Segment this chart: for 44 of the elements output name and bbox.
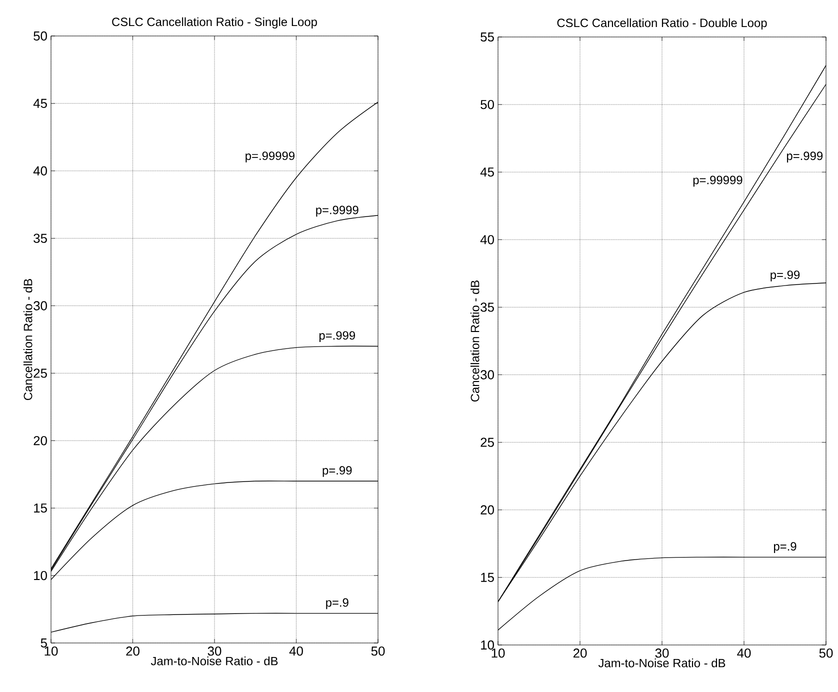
- y-tick-label: 35: [480, 302, 494, 312]
- y-tick-label: 50: [34, 31, 47, 41]
- y-tick-label: 40: [33, 166, 47, 176]
- series-label: p=.9: [326, 598, 348, 610]
- series-label: p=.999: [319, 331, 356, 342]
- y-tick-label: 15: [481, 572, 494, 582]
- y-axis-title: Cancellation Ratio - dB: [23, 279, 32, 400]
- x-tick-label: 50: [371, 646, 385, 656]
- y-tick-label: 55: [480, 32, 494, 42]
- y-tick-label: 50: [480, 100, 494, 110]
- chart-title: CSLC Cancellation Ratio - Double Loop: [557, 18, 767, 30]
- series-label: p=.999: [786, 152, 823, 162]
- x-tick-label: 10: [44, 646, 58, 656]
- x-axis-title: Jam-to-Noise Ratio - dB: [150, 656, 278, 666]
- y-tick-label: 35: [34, 234, 47, 243]
- x-axis-title: Jam-to-Noise Ratio - dB: [598, 658, 726, 668]
- y-tick-label: 30: [480, 370, 494, 380]
- y-tick-label: 20: [34, 436, 47, 446]
- x-tick-label: 30: [208, 646, 222, 656]
- chart-title: CSLC Cancellation Ratio - Single Loop: [112, 17, 317, 28]
- series-label: p=.9999: [316, 206, 358, 217]
- x-tick-label: 40: [737, 648, 751, 658]
- series-label: p=.99: [770, 270, 800, 282]
- series-label: p=.99999: [693, 176, 742, 187]
- y-tick-label: 25: [480, 438, 494, 447]
- y-tick-label: 40: [480, 235, 494, 244]
- y-tick-label: 15: [34, 504, 47, 513]
- y-tick-label: 45: [33, 98, 47, 108]
- y-tick-label: 45: [480, 168, 494, 177]
- x-tick-label: 20: [126, 646, 140, 656]
- x-tick-label: 20: [573, 648, 587, 658]
- series-label: p=.9: [774, 542, 796, 553]
- x-tick-label: 50: [819, 648, 833, 658]
- y-tick-label: 30: [34, 301, 47, 310]
- series-label: p=.99999: [246, 152, 294, 162]
- y-tick-label: 5: [40, 638, 47, 648]
- y-tick-label: 25: [34, 368, 47, 378]
- x-tick-label: 10: [492, 648, 505, 658]
- y-tick-label: 20: [480, 505, 494, 514]
- series-label: p=.99: [322, 466, 352, 477]
- y-tick-label: 10: [34, 570, 47, 580]
- y-axis-title: Cancellation Ratio - dB: [470, 280, 480, 402]
- x-tick-label: 40: [289, 646, 303, 656]
- x-tick-label: 30: [655, 648, 669, 658]
